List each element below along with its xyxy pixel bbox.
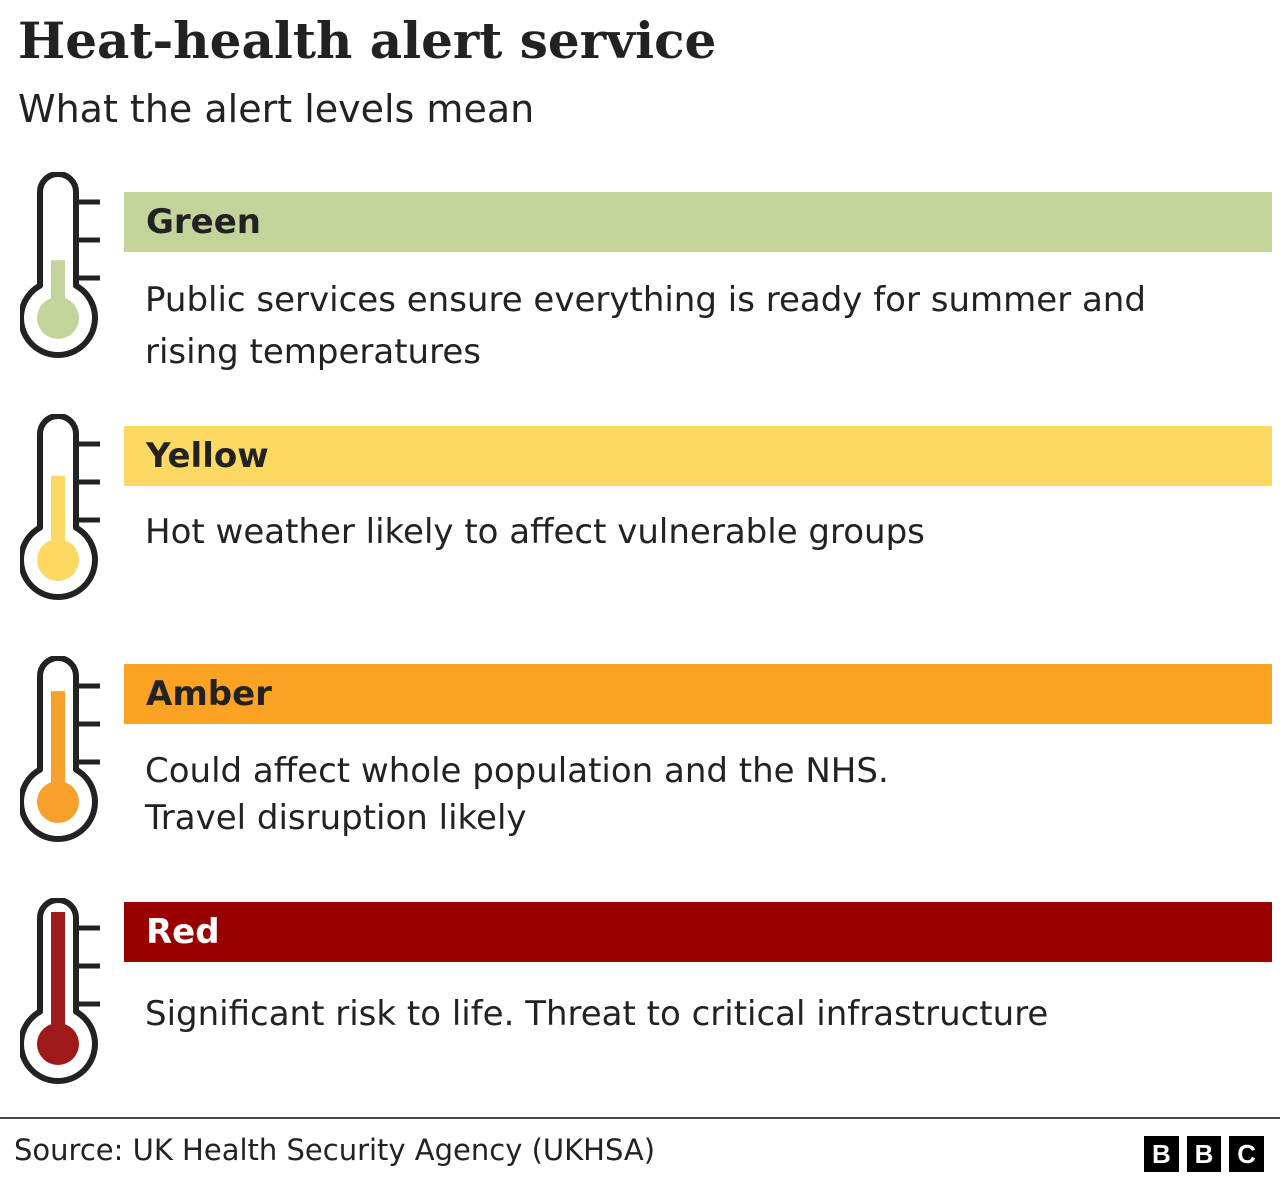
level-name-red: Red [124,902,1272,962]
level-description-amber: Could affect whole population and the NH… [145,751,889,838]
level-name-yellow: Yellow [124,426,1272,486]
thermometer-bulb [37,297,79,339]
thermometer-fill [51,475,65,554]
bbc-logo-letter: B [1144,1136,1179,1172]
bbc-logo: B B C [1144,1136,1265,1172]
thermometer-red-icon [20,898,100,1084]
thermometer-fill [51,912,65,1038]
level-description-red: Significant risk to life. Threat to crit… [145,994,1049,1034]
source-note: Source: UK Health Security Agency (UKHSA… [14,1133,656,1167]
level-name-green: Green [124,192,1272,252]
thermometer-fill [51,691,65,796]
level-description-green: Public services ensure everything is rea… [145,280,1146,372]
bbc-logo-letter: B [1186,1136,1222,1172]
page-subtitle: What the alert levels mean [18,87,535,131]
thermometer-bulb [37,539,79,581]
thermometer-green-icon [20,172,100,358]
level-description-yellow: Hot weather likely to affect vulnerable … [145,512,925,552]
thermometer-bulb [37,781,79,823]
thermometer-amber-icon [20,656,100,842]
thermometer-bulb [37,1023,79,1065]
page-title: Heat-health alert service [18,11,717,70]
footer-divider [0,1117,1280,1119]
thermometer-yellow-icon [20,414,100,600]
bbc-logo-letter: C [1229,1136,1265,1172]
level-name-amber: Amber [124,664,1272,724]
